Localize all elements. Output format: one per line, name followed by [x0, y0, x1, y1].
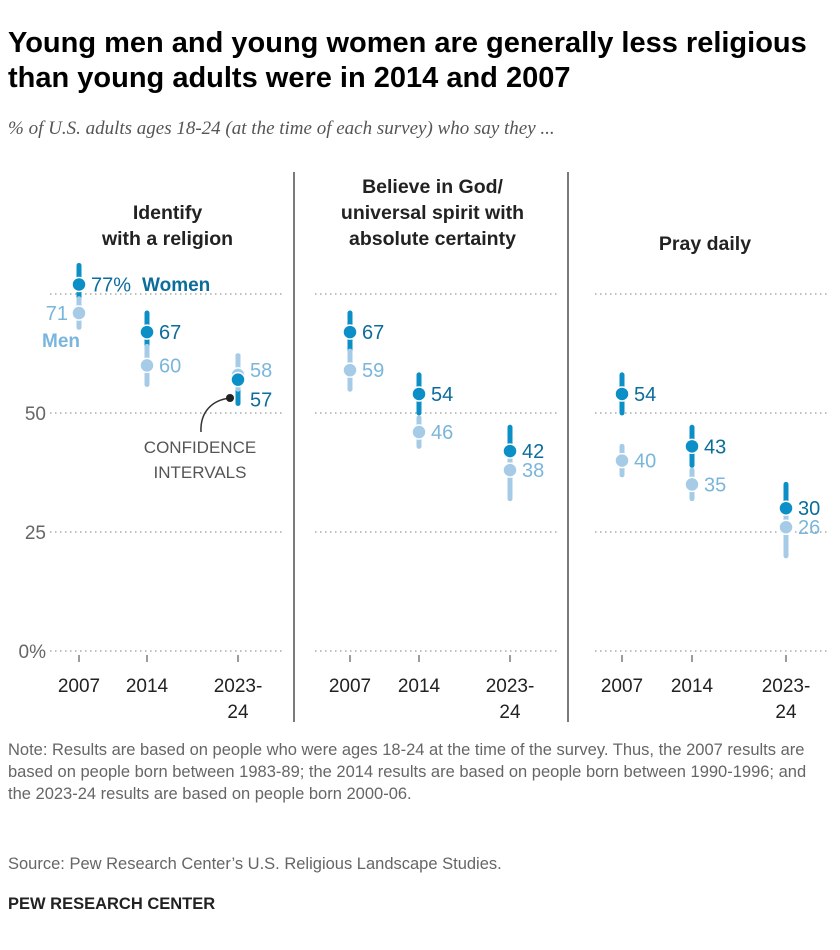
men-point — [71, 305, 87, 321]
women-point — [139, 324, 155, 340]
women-point — [71, 276, 87, 293]
panel-title-line: Believe in God/ — [362, 176, 503, 198]
panel-title-line: Pray daily — [658, 233, 752, 255]
women-point — [614, 386, 630, 402]
women-value-label: 54 — [431, 384, 453, 406]
women-series-label: Women — [142, 275, 210, 296]
women-value-label: 67 — [362, 322, 384, 344]
women-value-label: 54 — [634, 384, 656, 406]
panel-title-line: with a religion — [101, 228, 234, 250]
panel-title-3: Pray daily — [575, 231, 835, 257]
men-value-label: 26 — [798, 517, 820, 539]
panel-title-line: universal spirit with — [340, 202, 525, 224]
women-point — [411, 386, 427, 402]
men-value-label: 46 — [431, 422, 453, 444]
y-tick-label: 0% — [19, 642, 47, 663]
x-tick-label: 2007 — [329, 676, 371, 697]
women-value-label: 67 — [159, 322, 181, 344]
x-tick-label: 2007 — [58, 676, 100, 697]
chart-title: Young men and young women are generally … — [8, 27, 807, 94]
y-tick-label: 50 — [25, 404, 46, 425]
x-tick-label: 2023- — [214, 676, 263, 697]
women-value-label: 30 — [798, 498, 820, 520]
chart-subtitle: % of U.S. adults ages 18-24 (at the time… — [8, 118, 555, 139]
panel-title-line: Identify — [132, 202, 203, 224]
men-point — [342, 362, 358, 378]
confidence-intervals-annotation: INTERVALS — [154, 463, 247, 482]
x-tick-label: 2023- — [762, 676, 811, 697]
source: Source: Pew Research Center’s U.S. Relig… — [8, 855, 502, 873]
x-tick-label: 24 — [775, 702, 797, 723]
women-point — [502, 443, 518, 459]
x-tick-label: 24 — [227, 702, 249, 723]
panel-title-1: Identify with a religion — [50, 200, 285, 252]
panel-title-line: absolute certainty — [349, 228, 516, 250]
annotation-leader-line — [200, 397, 231, 433]
women-value-label: 43 — [704, 436, 726, 458]
women-value-label: 57 — [250, 390, 272, 412]
men-point — [614, 452, 630, 469]
women-point — [778, 500, 794, 516]
women-point — [342, 324, 358, 340]
men-point — [411, 424, 427, 440]
x-tick-label: 2014 — [398, 676, 441, 697]
men-value-label: 38 — [522, 460, 544, 482]
men-value-label: 35 — [704, 474, 726, 496]
annotation-dot — [226, 394, 234, 402]
panel-title-2: Believe in God/universal spirit with abso… — [300, 174, 565, 252]
men-value-label: 58 — [250, 360, 272, 382]
pew-logo: PEW RESEARCH CENTER — [8, 895, 216, 913]
men-point — [684, 476, 700, 493]
men-value-label: 60 — [159, 355, 181, 377]
x-tick-label: 24 — [499, 702, 521, 723]
x-tick-label: 2007 — [601, 676, 643, 697]
men-point — [139, 357, 155, 374]
women-value-label: 77% — [91, 274, 131, 296]
women-value-label: 42 — [522, 441, 544, 463]
x-tick-label: 2014 — [126, 676, 169, 697]
men-series-label: Men — [42, 331, 80, 352]
confidence-intervals-annotation: CONFIDENCE — [144, 438, 256, 457]
men-value-label: 40 — [634, 451, 656, 473]
men-value-label: 71 — [46, 303, 68, 325]
women-point — [230, 371, 246, 388]
men-point — [778, 519, 794, 535]
women-point — [684, 438, 700, 455]
men-value-label: 59 — [362, 360, 384, 382]
x-tick-label: 2023- — [486, 676, 535, 697]
note: Note: Results are based on people who we… — [8, 741, 807, 803]
y-tick-label: 25 — [25, 523, 46, 544]
men-point — [502, 462, 518, 478]
x-tick-label: 2014 — [671, 676, 714, 697]
